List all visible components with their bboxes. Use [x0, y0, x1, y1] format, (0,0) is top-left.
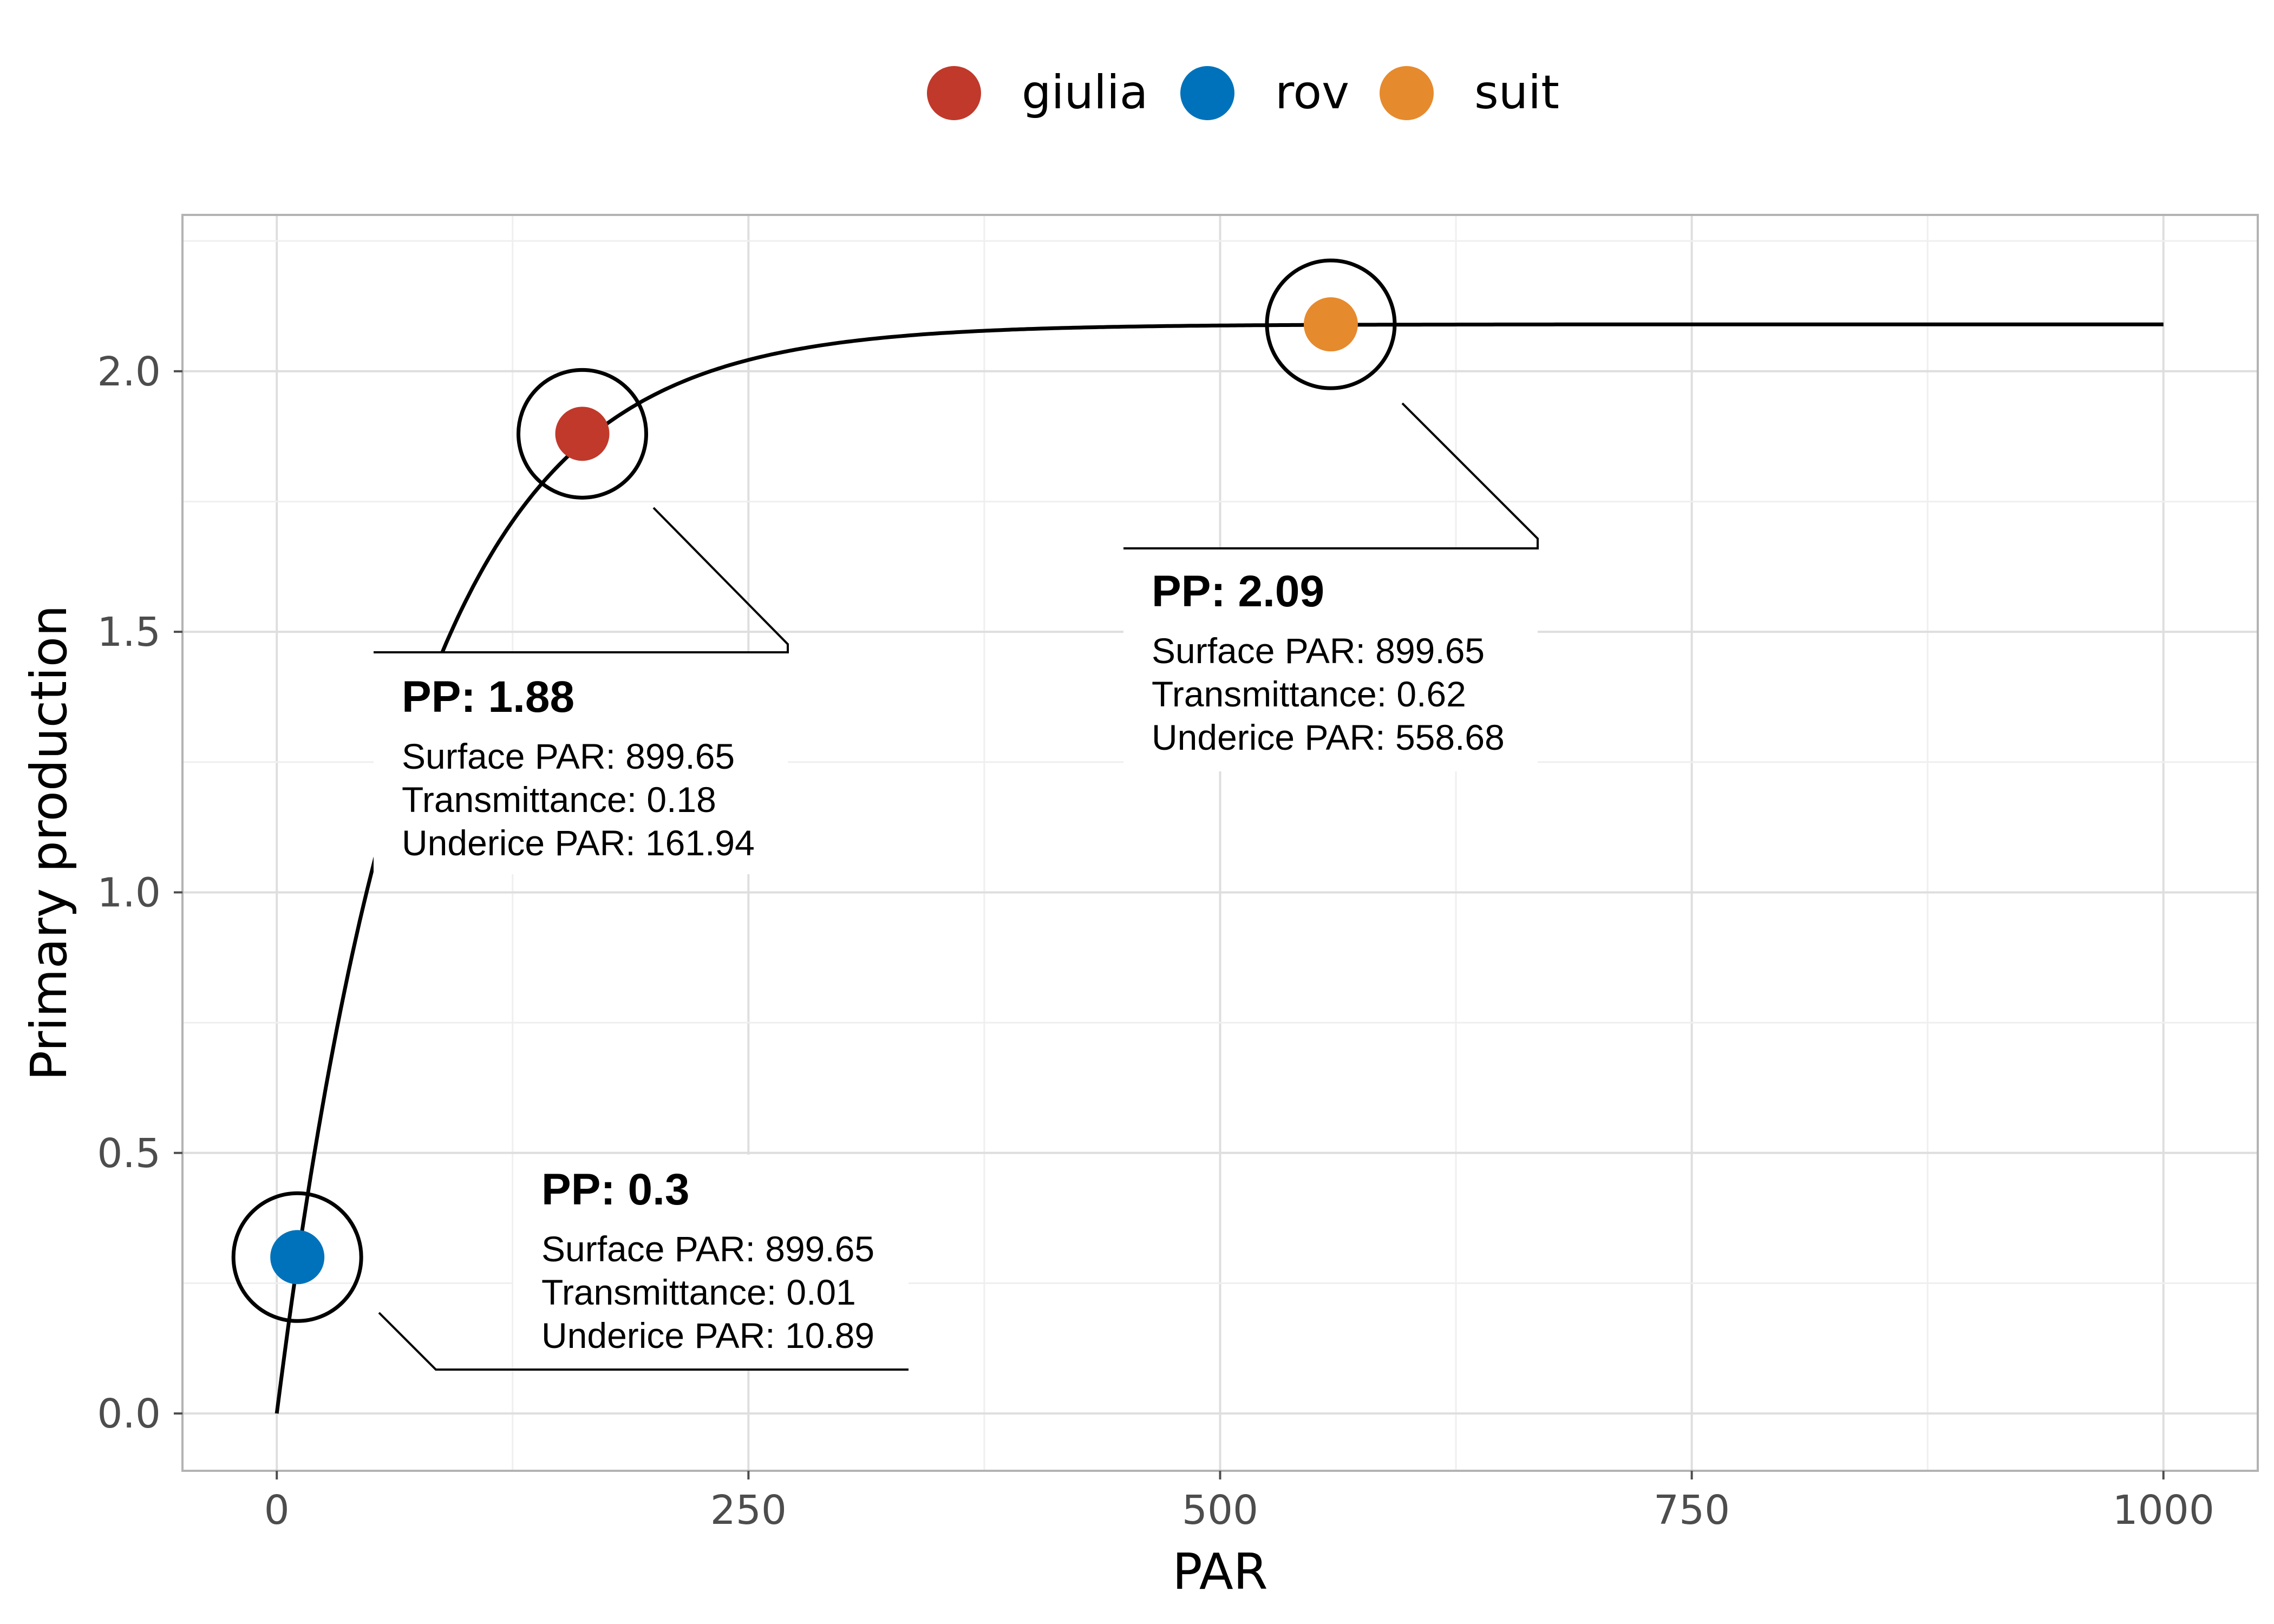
y-tick-label: 1.0	[97, 869, 161, 916]
annotation-box	[1123, 548, 1538, 771]
annotation-callout: PP: 2.09 Surface PAR: 899.65Transmittance…	[1123, 402, 1539, 771]
x-tick-label: 250	[710, 1487, 787, 1534]
annotation-detail: Surface PAR: 899.65	[1152, 631, 1485, 671]
annotation-box	[513, 1155, 909, 1370]
annotation-leader-line	[378, 1312, 909, 1371]
annotation-box	[374, 652, 788, 874]
point-marker-rov	[270, 1230, 325, 1285]
legend: giulia rov suit	[927, 66, 1559, 120]
legend-item-rov: rov	[1180, 66, 1349, 120]
x-tick-label: 1000	[2113, 1487, 2214, 1534]
y-axis-title: Primary production	[20, 605, 78, 1081]
highlight-ring-giulia	[517, 368, 649, 500]
annotation-leader-line	[1123, 402, 1539, 549]
legend-item-giulia: giulia	[927, 66, 1148, 120]
annotation-detail: Underice PAR: 558.68	[1152, 717, 1505, 757]
y-tick-label: 2.0	[97, 349, 161, 395]
point-giulia	[517, 368, 649, 500]
x-axis-title: PAR	[1172, 1543, 1267, 1601]
y-tick-label: 0.0	[97, 1391, 161, 1437]
point-marker-suit	[1303, 297, 1358, 352]
highlight-ring-suit	[1265, 258, 1397, 390]
annotation-detail: Surface PAR: 899.65	[541, 1229, 874, 1269]
point-suit	[1265, 258, 1397, 390]
data-points	[231, 258, 1397, 1323]
annotation-title: PP: 2.09	[1152, 567, 1324, 616]
highlight-ring-rov	[231, 1191, 363, 1323]
legend-swatch	[1180, 66, 1234, 120]
annotation-detail: Transmittance: 0.01	[541, 1272, 856, 1312]
x-axis-ticks: 0 250 500 750 1000	[264, 1471, 2214, 1534]
point-marker-giulia	[555, 407, 610, 461]
y-axis-ticks: 0.0 0.5 1.0 1.5 2.0	[97, 349, 182, 1437]
annotation-leader-line	[374, 507, 789, 653]
annotation-detail: Underice PAR: 10.89	[541, 1315, 874, 1355]
point-rov	[231, 1191, 363, 1323]
legend-swatch	[1380, 66, 1434, 120]
annotation-callout: PP: 1.88 Surface PAR: 899.65Transmittance…	[374, 507, 789, 874]
legend-label: giulia	[1022, 66, 1148, 120]
x-tick-label: 500	[1182, 1487, 1258, 1534]
legend-label: suit	[1474, 66, 1559, 120]
x-tick-label: 0	[264, 1487, 290, 1534]
annotation-callout: PP: 0.3 Surface PAR: 899.65Transmittance:…	[378, 1155, 909, 1371]
legend-item-suit: suit	[1380, 66, 1559, 120]
annotation-detail: Underice PAR: 161.94	[402, 823, 755, 863]
annotation-title: PP: 1.88	[402, 672, 574, 722]
legend-swatch	[927, 66, 981, 120]
annotation-detail: Transmittance: 0.62	[1152, 674, 1466, 714]
x-tick-label: 750	[1654, 1487, 1730, 1534]
y-tick-label: 1.5	[97, 609, 161, 656]
y-tick-label: 0.5	[97, 1130, 161, 1177]
annotation-title: PP: 0.3	[541, 1165, 689, 1214]
legend-label: rov	[1275, 66, 1349, 120]
annotation-detail: Transmittance: 0.18	[402, 780, 716, 820]
annotation-detail: Surface PAR: 899.65	[402, 736, 735, 776]
